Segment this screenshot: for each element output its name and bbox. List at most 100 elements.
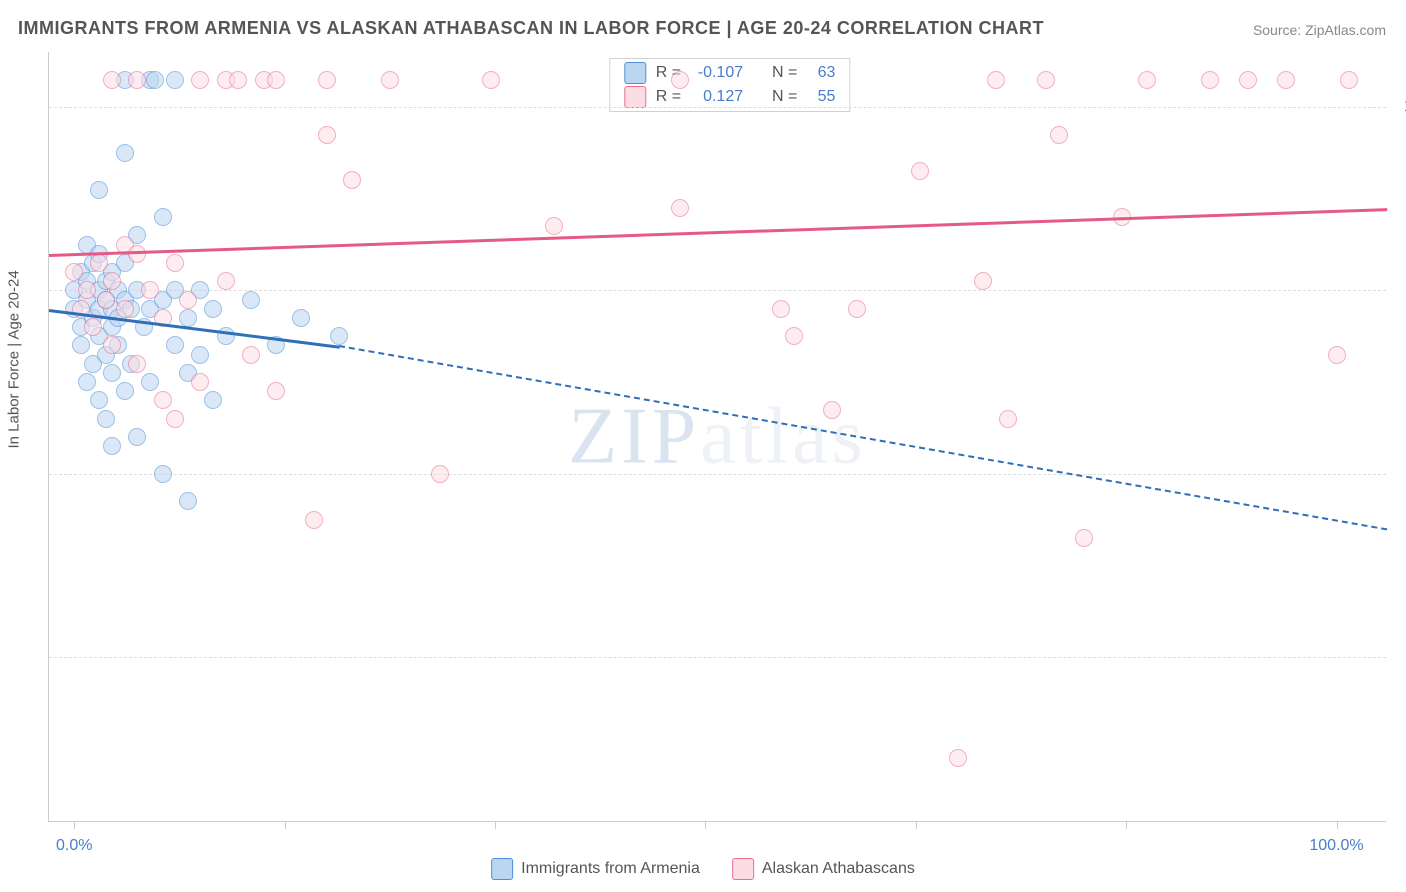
data-point	[267, 71, 285, 89]
data-point	[1075, 529, 1093, 547]
data-point	[191, 71, 209, 89]
x-tick-label: 0.0%	[56, 837, 92, 855]
data-point	[179, 291, 197, 309]
gridline	[49, 657, 1386, 658]
data-point	[154, 208, 172, 226]
data-point	[103, 336, 121, 354]
chart-title: IMMIGRANTS FROM ARMENIA VS ALASKAN ATHAB…	[18, 18, 1044, 39]
stats-row-athabascan: R = 0.127 N = 55	[610, 85, 850, 109]
data-point	[191, 373, 209, 391]
data-point	[103, 71, 121, 89]
data-point	[999, 410, 1017, 428]
data-point	[318, 126, 336, 144]
gridline	[49, 474, 1386, 475]
y-tick-label: 100.0%	[1398, 98, 1406, 116]
stats-legend: R = -0.107 N = 63 R = 0.127 N = 55	[609, 58, 851, 112]
y-tick-label: 60.0%	[1398, 465, 1406, 483]
data-point	[84, 318, 102, 336]
legend-item-athabascan: Alaskan Athabascans	[732, 858, 915, 880]
correlation-chart: IMMIGRANTS FROM ARMENIA VS ALASKAN ATHAB…	[0, 0, 1406, 892]
data-point	[1138, 71, 1156, 89]
data-point	[128, 428, 146, 446]
plot-area: ZIPatlas R = -0.107 N = 63 R = 0.127 N =…	[48, 52, 1386, 822]
data-point	[146, 71, 164, 89]
data-point	[823, 401, 841, 419]
data-point	[671, 199, 689, 217]
data-point	[1050, 126, 1068, 144]
data-point	[116, 300, 134, 318]
x-tick	[1126, 821, 1127, 829]
data-point	[1201, 71, 1219, 89]
bottom-legend: Immigrants from Armenia Alaskan Athabasc…	[491, 858, 915, 880]
swatch-athabascan	[732, 858, 754, 880]
data-point	[154, 465, 172, 483]
data-point	[191, 346, 209, 364]
data-point	[90, 254, 108, 272]
data-point	[305, 511, 323, 529]
data-point	[1239, 71, 1257, 89]
data-point	[116, 382, 134, 400]
data-point	[292, 309, 310, 327]
data-point	[217, 272, 235, 290]
gridline	[49, 107, 1386, 108]
data-point	[1328, 346, 1346, 364]
source-attribution: Source: ZipAtlas.com	[1253, 22, 1386, 38]
data-point	[330, 327, 348, 345]
x-tick	[1337, 821, 1338, 829]
data-point	[1037, 71, 1055, 89]
data-point	[128, 71, 146, 89]
data-point	[179, 309, 197, 327]
data-point	[103, 272, 121, 290]
data-point	[343, 171, 361, 189]
data-point	[987, 71, 1005, 89]
trend-extrapolation	[339, 345, 1387, 530]
watermark: ZIPatlas	[568, 391, 867, 482]
data-point	[141, 281, 159, 299]
data-point	[166, 410, 184, 428]
data-point	[911, 162, 929, 180]
data-point	[154, 391, 172, 409]
data-point	[431, 465, 449, 483]
data-point	[97, 291, 115, 309]
data-point	[166, 254, 184, 272]
trend-line	[49, 208, 1387, 256]
data-point	[103, 437, 121, 455]
data-point	[116, 144, 134, 162]
data-point	[229, 71, 247, 89]
data-point	[141, 373, 159, 391]
data-point	[65, 263, 83, 281]
data-point	[97, 410, 115, 428]
data-point	[848, 300, 866, 318]
data-point	[103, 364, 121, 382]
data-point	[785, 327, 803, 345]
data-point	[318, 71, 336, 89]
x-tick	[285, 821, 286, 829]
data-point	[204, 391, 222, 409]
data-point	[72, 336, 90, 354]
stats-row-armenia: R = -0.107 N = 63	[610, 61, 850, 85]
data-point	[381, 71, 399, 89]
data-point	[974, 272, 992, 290]
x-tick	[74, 821, 75, 829]
data-point	[242, 346, 260, 364]
legend-item-armenia: Immigrants from Armenia	[491, 858, 700, 880]
data-point	[772, 300, 790, 318]
data-point	[1340, 71, 1358, 89]
data-point	[671, 71, 689, 89]
x-tick	[705, 821, 706, 829]
swatch-armenia	[624, 62, 646, 84]
y-tick-label: 80.0%	[1398, 281, 1406, 299]
data-point	[78, 373, 96, 391]
data-point	[90, 181, 108, 199]
data-point	[204, 300, 222, 318]
x-tick-label: 100.0%	[1309, 837, 1363, 855]
data-point	[545, 217, 563, 235]
x-tick	[916, 821, 917, 829]
data-point	[1277, 71, 1295, 89]
data-point	[166, 336, 184, 354]
data-point	[90, 391, 108, 409]
data-point	[482, 71, 500, 89]
data-point	[179, 492, 197, 510]
swatch-athabascan	[624, 86, 646, 108]
data-point	[166, 71, 184, 89]
